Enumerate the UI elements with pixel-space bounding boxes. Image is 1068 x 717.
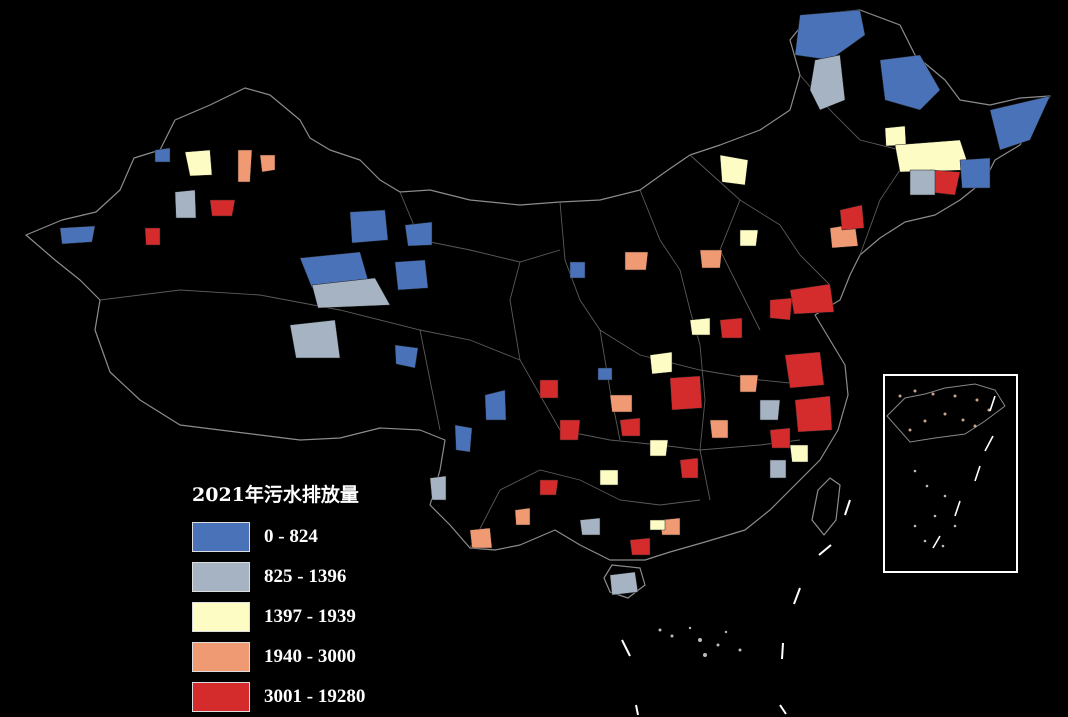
inset-map [886, 383, 1006, 549]
city-region [959, 157, 991, 189]
city-region [719, 317, 743, 339]
city-region [514, 507, 531, 526]
city-region [739, 229, 759, 247]
city-region [404, 221, 433, 247]
legend-item: 1940 - 3000 [192, 637, 365, 677]
legend: 2021年污水排放量 0 - 824 825 - 1396 1397 - 193… [192, 480, 365, 717]
city-region [209, 199, 236, 217]
city-region [649, 519, 666, 531]
city-region [769, 459, 787, 479]
city-region [719, 154, 749, 186]
city-region [759, 399, 781, 421]
city-region [484, 389, 507, 421]
city-region [669, 375, 703, 411]
city-region [624, 251, 649, 271]
city-region [539, 379, 559, 399]
city-region [839, 204, 865, 231]
city-region [879, 54, 941, 111]
legend-swatch [192, 602, 250, 632]
legend-swatch [192, 642, 250, 672]
city-region [59, 225, 96, 245]
legend-label: 825 - 1396 [264, 566, 347, 587]
city-region [154, 147, 171, 163]
city-region [794, 9, 866, 61]
city-region [559, 419, 581, 441]
city-region [174, 189, 197, 219]
city-region [739, 374, 759, 393]
city-region [599, 469, 619, 486]
city-region [394, 259, 429, 291]
city-region [894, 139, 971, 173]
city-region [289, 319, 341, 359]
city-regions [59, 9, 1051, 596]
city-region [394, 344, 419, 369]
city-region [629, 537, 651, 556]
city-region [569, 261, 586, 279]
city-region [259, 154, 276, 173]
city-region [809, 54, 846, 111]
legend-item: 825 - 1396 [192, 557, 365, 597]
city-region [184, 149, 213, 177]
city-region [689, 317, 711, 336]
city-region [469, 527, 493, 549]
city-region [609, 571, 639, 596]
legend-swatch [192, 522, 250, 552]
legend-title: 2021年污水排放量 [192, 484, 359, 506]
city-region [609, 394, 633, 413]
legend-item: 3001 - 19280 [192, 677, 365, 717]
city-region [649, 351, 673, 375]
legend-swatch [192, 562, 250, 592]
city-region [619, 417, 641, 437]
city-region [579, 517, 601, 536]
city-region [769, 297, 793, 321]
city-region [597, 367, 613, 381]
city-region [144, 227, 161, 246]
city-region [794, 395, 833, 433]
legend-label: 3001 - 19280 [264, 686, 366, 707]
city-region [237, 149, 253, 183]
legend-label: 1397 - 1939 [264, 606, 356, 627]
city-region [649, 439, 669, 457]
city-region [784, 351, 825, 389]
city-region [989, 95, 1051, 151]
city-region [699, 249, 723, 269]
city-region [454, 424, 473, 453]
city-region [679, 457, 699, 479]
south-china-sea-inset [883, 374, 1018, 573]
city-region [789, 444, 809, 463]
city-region [769, 427, 791, 449]
spratly-dots [658, 626, 742, 657]
city-region [311, 277, 391, 309]
city-region [884, 125, 907, 147]
legend-swatch [192, 682, 250, 712]
city-region [789, 283, 835, 315]
city-region [539, 479, 559, 496]
country-outline [25, 9, 1051, 599]
legend-label: 1940 - 3000 [264, 646, 356, 667]
legend-item: 1397 - 1939 [192, 597, 365, 637]
city-region [709, 419, 729, 439]
south-china-sea-islands [621, 499, 851, 715]
legend-item: 0 - 824 [192, 517, 365, 557]
city-region [909, 169, 936, 196]
legend-label: 0 - 824 [264, 526, 318, 547]
city-region [429, 475, 447, 501]
city-region [349, 209, 389, 244]
